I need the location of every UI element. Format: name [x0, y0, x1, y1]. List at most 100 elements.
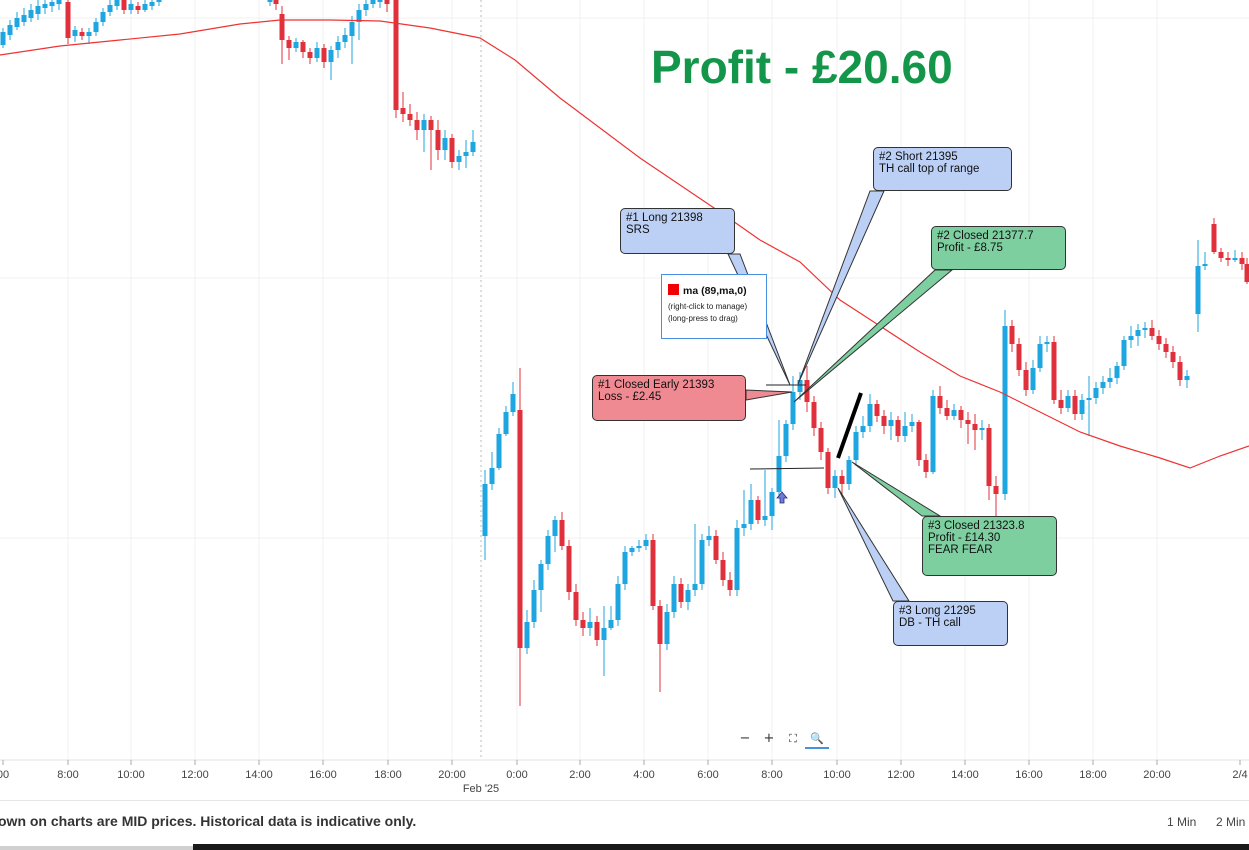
annotation-long3[interactable]: #3 Long 21295 DB - TH call [893, 601, 1008, 646]
candle-up [762, 516, 768, 520]
candle-up [442, 138, 448, 150]
annotation-long3-line2: DB - TH call [899, 617, 961, 629]
candle-up [531, 590, 537, 622]
annotation-long1[interactable]: #1 Long 21398 SRS [620, 208, 735, 254]
indicator-legend[interactable]: ma (89,ma,0) (right-click to manage) (lo… [661, 274, 767, 339]
candle-up [1065, 396, 1071, 408]
candle-down [121, 0, 127, 10]
annotation-closed1-line1: #1 Closed Early 21393 [598, 379, 715, 391]
timeframe-1min[interactable]: 1 Min [1167, 815, 1197, 829]
candle-up [335, 42, 341, 50]
candle-up [587, 622, 593, 628]
candle-up [790, 392, 796, 424]
indicator-hint-manage: (right-click to manage) [668, 302, 748, 311]
annotation-leaders [727, 190, 954, 602]
leader-long3 [837, 487, 910, 602]
candle-down [1163, 344, 1169, 352]
x-tick-label: 2/4 [1232, 769, 1247, 781]
bottom-bar [193, 844, 1249, 850]
ma-color-swatch [668, 284, 679, 295]
candle-down [1072, 396, 1078, 414]
x-tick-label: 4:00 [633, 769, 654, 781]
candle-down [1051, 342, 1057, 400]
candle-down [1225, 258, 1231, 260]
annotation-closed3[interactable]: #3 Closed 21323.8 Profit - £14.30 FEAR F… [922, 516, 1057, 576]
candle-up [783, 424, 789, 456]
candle-down [650, 540, 656, 606]
x-tick-label: 20:00 [438, 769, 466, 781]
annotation-closed2[interactable]: #2 Closed 21377.7 Profit - £8.75 [931, 226, 1066, 270]
candle-down [1149, 328, 1155, 336]
candle-up [552, 520, 558, 536]
candle-up [1093, 388, 1099, 398]
candle-up [853, 432, 859, 460]
candle-up [685, 590, 691, 602]
zoom-in-button[interactable]: + [763, 731, 775, 746]
candle-up [1044, 342, 1050, 344]
candle-up [149, 2, 155, 6]
candle-up [902, 426, 908, 436]
annotation-long1-line1: #1 Long 21398 [626, 212, 703, 224]
moving-average-line [0, 19, 1249, 469]
annotation-long1-line2: SRS [626, 224, 650, 236]
candle-down [965, 420, 971, 424]
annotation-closed3-line2: Profit - £14.30 [928, 532, 1001, 544]
candle-up [545, 536, 551, 564]
candle-down [1016, 344, 1022, 370]
candle-up [1114, 366, 1120, 378]
entry-arrow-icon [776, 491, 788, 504]
candle-up [482, 484, 488, 536]
x-tick-label: 0:00 [506, 769, 527, 781]
candle-down [286, 40, 292, 48]
candle-up [28, 10, 34, 18]
candle-down [958, 410, 964, 420]
candle-up [463, 152, 469, 156]
candle-up [524, 622, 530, 648]
candle-up [601, 628, 607, 640]
candle-up [1128, 336, 1134, 340]
candle-up [671, 584, 677, 612]
candle-up [1002, 326, 1008, 494]
candle-up [1142, 328, 1148, 330]
candle-up [156, 0, 162, 2]
annotation-closed2-line2: Profit - £8.75 [937, 242, 1003, 254]
candle-down [449, 138, 455, 162]
candle-down [713, 536, 719, 560]
candle-down [923, 460, 929, 472]
candle-up [128, 4, 134, 10]
candle-up [456, 156, 462, 162]
candle-up [14, 18, 20, 27]
candle-up [496, 434, 502, 468]
candle-down [720, 560, 726, 580]
candle-up [293, 42, 299, 48]
candle-down [407, 114, 413, 120]
candle-up [56, 0, 62, 4]
annotation-short2[interactable]: #2 Short 21395 TH call top of range [873, 147, 1012, 191]
x-tick-label: 10:00 [117, 769, 145, 781]
price-disclaimer: own on charts are MID prices. Historical… [0, 813, 417, 829]
annotation-closed3-line3: FEAR FEAR [928, 544, 993, 556]
candle-down [944, 408, 950, 416]
annotation-closed1[interactable]: #1 Closed Early 21393 Loss - £2.45 [592, 375, 746, 421]
candle-up [356, 10, 362, 22]
candle-up [1202, 264, 1208, 266]
x-tick-label: 10:00 [823, 769, 851, 781]
candle-up [86, 32, 92, 36]
candle-up [1232, 258, 1238, 260]
zoom-reset-button[interactable]: 🔍 [805, 729, 829, 749]
candle-up [42, 4, 48, 8]
price-chart[interactable]: 00 8:00 10:00 12:00 14:00 16:00 18:00 20:00 0:00… [0, 0, 1249, 800]
candle-up [342, 35, 348, 42]
fit-button[interactable]: ⛶ [789, 732, 797, 745]
annotation-long3-line1: #3 Long 21295 [899, 605, 976, 617]
x-tick-label: 2:00 [569, 769, 590, 781]
candle-up [706, 536, 712, 540]
zoom-out-button[interactable]: − [739, 731, 751, 746]
candle-down [580, 620, 586, 628]
timeframe-2min[interactable]: 2 Min [1216, 815, 1246, 829]
candle-up [0, 32, 6, 45]
candle-up [107, 5, 113, 12]
candle-up [538, 564, 544, 590]
candle-down [972, 424, 978, 430]
candle-up [1086, 398, 1092, 400]
